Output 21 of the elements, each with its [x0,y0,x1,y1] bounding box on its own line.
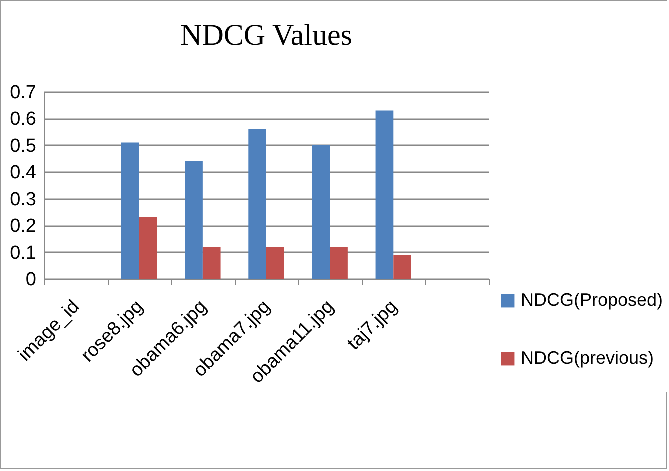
bar [139,218,158,279]
y-tick-label: 0.6 [10,109,36,130]
bar [376,110,394,279]
bar [248,129,266,279]
y-tick-label: 0.2 [10,216,36,238]
bar [330,246,348,279]
bar [312,145,330,279]
bar [185,161,203,279]
bar [122,142,140,279]
chart-title: NDCG Values [180,19,352,52]
legend-label: NDCG(previous) [521,348,654,368]
bar [394,254,412,279]
legend-label: NDCG(Proposed) [521,290,664,310]
y-tick-label: 0.3 [10,189,36,210]
y-tick-label: 0.4 [10,162,37,184]
y-tick-label: 0.1 [10,242,36,264]
bar [202,246,221,279]
y-tick-label: 0.5 [10,136,36,157]
y-tick-label: 0.7 [10,82,36,104]
bar [266,246,284,279]
y-tick-label: 0 [26,270,36,290]
